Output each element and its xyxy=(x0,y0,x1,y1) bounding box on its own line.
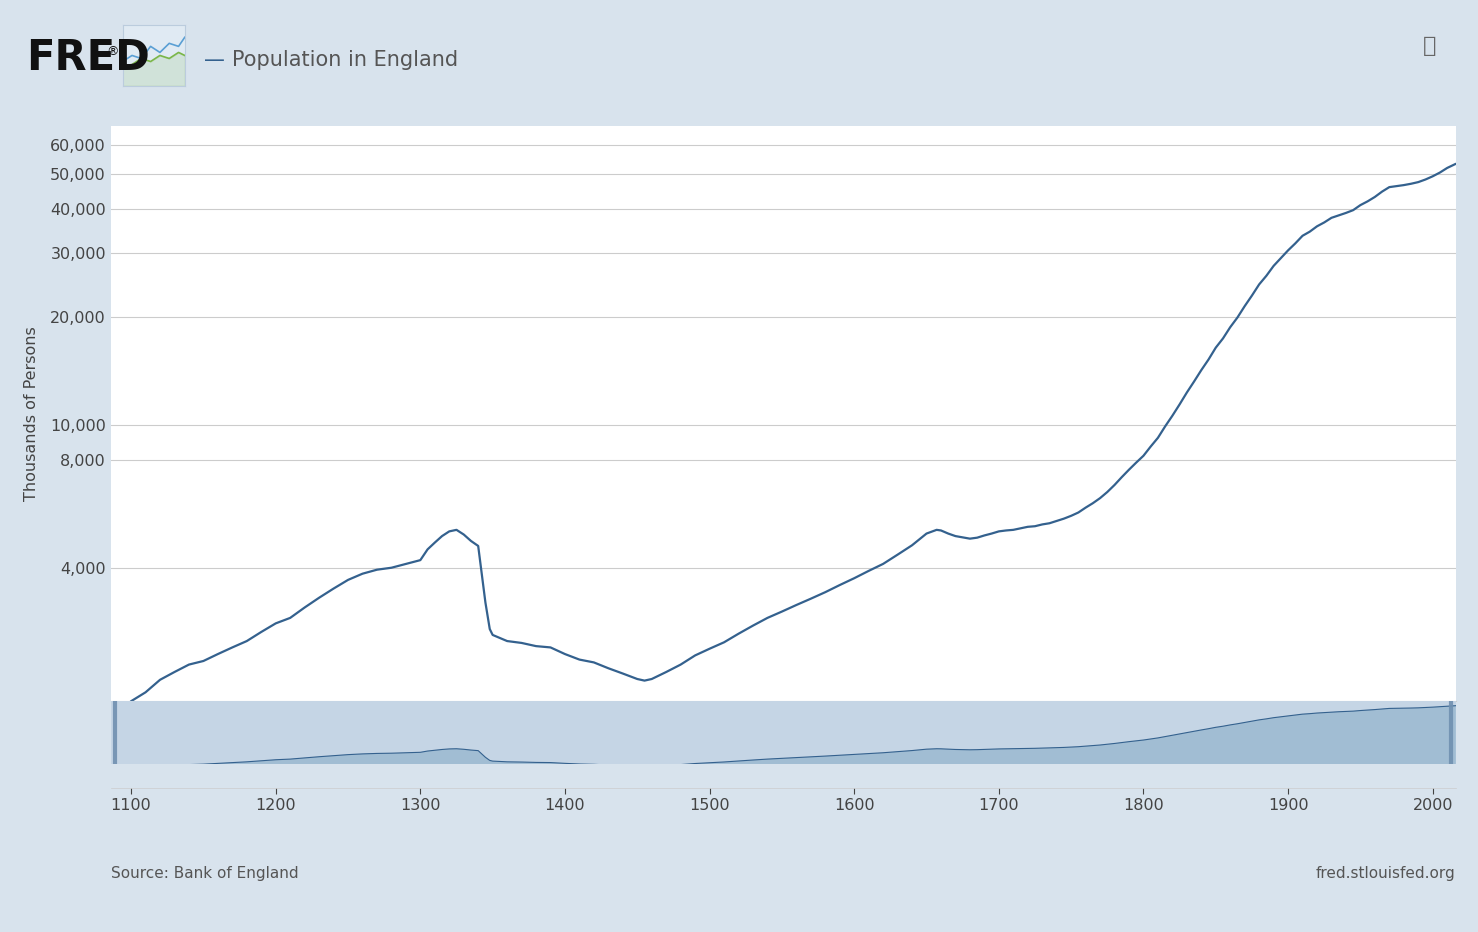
Text: fred.stlouisfed.org: fred.stlouisfed.org xyxy=(1315,866,1456,881)
Text: Population in England: Population in England xyxy=(232,49,458,70)
Text: FRED: FRED xyxy=(27,37,151,79)
Text: ®: ® xyxy=(106,45,118,58)
Text: Source: Bank of England: Source: Bank of England xyxy=(111,866,299,881)
Text: —: — xyxy=(204,50,225,70)
Text: ⤢: ⤢ xyxy=(1423,36,1437,56)
Y-axis label: Thousands of Persons: Thousands of Persons xyxy=(24,326,38,500)
